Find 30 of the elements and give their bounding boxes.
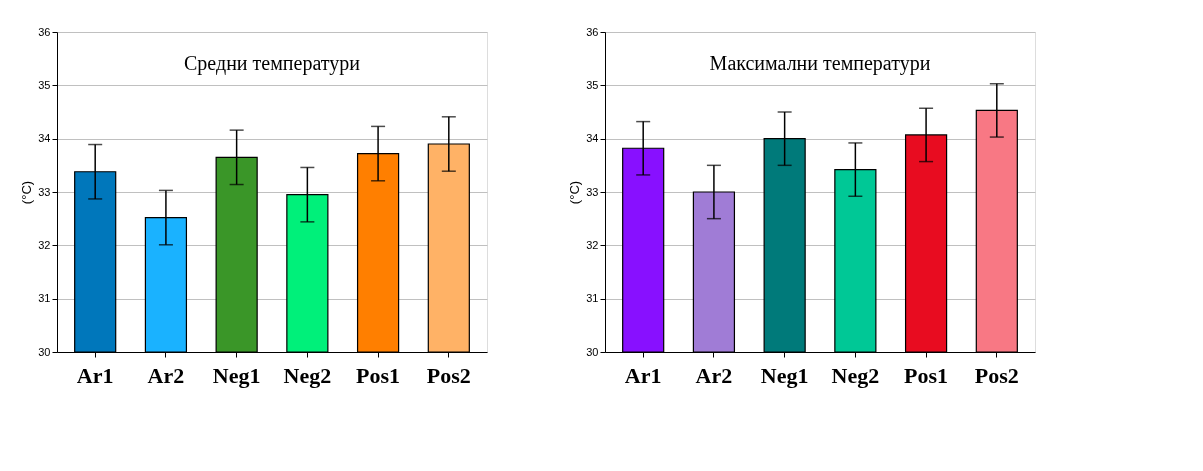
x-tick-label: Ar2 — [695, 362, 733, 388]
x-tick-label: Ar1 — [624, 362, 662, 388]
y-tick-label: 36 — [38, 25, 51, 38]
x-tick-label: Ar2 — [147, 362, 185, 388]
y-axis-title: (°C) — [567, 180, 583, 205]
y-tick-label: 32 — [586, 238, 599, 251]
x-tick-label: Neg1 — [760, 362, 809, 388]
y-tick-label: 30 — [586, 345, 599, 358]
y-tick-label: 31 — [38, 292, 51, 305]
y-tick-label: 32 — [38, 238, 51, 251]
y-tick-label: 36 — [586, 25, 599, 38]
x-tick-label: Pos2 — [974, 362, 1019, 388]
y-tick-label: 33 — [38, 185, 51, 198]
x-tick-label: Neg2 — [831, 362, 880, 388]
x-tick-label: Neg1 — [212, 362, 261, 388]
y-tick-label: 30 — [38, 345, 51, 358]
x-tick-label: Pos1 — [356, 362, 401, 388]
text: Средни температури — [184, 52, 361, 75]
x-tick-label: Pos2 — [426, 362, 471, 388]
y-tick-label: 35 — [38, 78, 51, 91]
y-tick-label: 34 — [586, 132, 599, 145]
y-tick-label: 33 — [586, 185, 599, 198]
x-tick-label: Ar1 — [76, 362, 114, 388]
text: Максимални температури — [709, 52, 931, 75]
x-tick-label: Pos1 — [904, 362, 949, 388]
y-tick-label: 35 — [586, 78, 599, 91]
x-tick-label: Neg2 — [283, 362, 332, 388]
y-axis-title: (°C) — [19, 180, 35, 205]
y-tick-label: 31 — [586, 292, 599, 305]
y-tick-label: 34 — [38, 132, 51, 145]
